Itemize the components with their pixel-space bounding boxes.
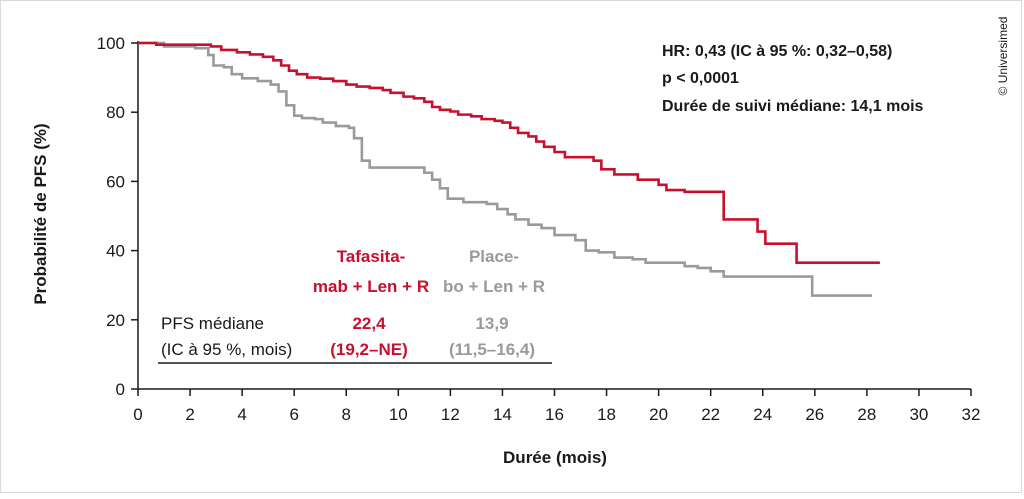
- x-tick-label: 10: [389, 405, 408, 424]
- ci-tafasitamab: (19,2–NE): [330, 340, 407, 359]
- x-tick-label: 8: [342, 405, 351, 424]
- median-placebo: 13,9: [475, 314, 508, 333]
- x-tick-label: 2: [185, 405, 194, 424]
- series-label-tafasitamab-line1: Tafasita-: [337, 247, 406, 266]
- x-tick-label: 18: [597, 405, 616, 424]
- ci-placebo: (11,5–16,4): [449, 340, 535, 359]
- x-tick-label: 24: [753, 405, 772, 424]
- y-tick-label: 80: [106, 103, 125, 122]
- median-tafasitamab: 22,4: [352, 314, 386, 333]
- km-curve-tafasitamab: [138, 41, 880, 265]
- x-tick-label: 22: [701, 405, 720, 424]
- table-row-label-1: PFS médiane: [161, 314, 264, 333]
- y-tick-label: 100: [97, 34, 125, 53]
- p-value: p < 0,0001: [662, 70, 739, 87]
- x-axis-title: Durée (mois): [503, 448, 607, 467]
- table-row-label-2: (IC à 95 %, mois): [161, 340, 292, 359]
- y-tick-label: 0: [116, 380, 125, 399]
- y-axis-title: Probabilité de PFS (%): [31, 123, 50, 304]
- x-tick-label: 12: [441, 405, 460, 424]
- y-tick-label: 20: [106, 311, 125, 330]
- x-tick-label: 28: [857, 405, 876, 424]
- y-tick-label: 60: [106, 172, 125, 191]
- x-tick-label: 0: [133, 405, 142, 424]
- x-tick-label: 6: [289, 405, 298, 424]
- km-curve-placebo: [138, 41, 873, 297]
- x-tick-label: 32: [962, 405, 981, 424]
- y-tick-label: 40: [106, 242, 125, 261]
- series-label-tafasitamab-line2: mab + Len + R: [313, 277, 429, 296]
- series-label-placebo-line1: Place-: [469, 247, 519, 266]
- x-tick-label: 16: [545, 405, 564, 424]
- x-tick-label: 14: [493, 405, 512, 424]
- copyright-text: © Universimed: [996, 17, 1010, 96]
- series-label-placebo-line2: bo + Len + R: [443, 277, 545, 296]
- hazard-ratio: HR: 0,43 (IC à 95 %: 0,32–0,58): [662, 43, 892, 60]
- x-tick-label: 4: [237, 405, 246, 424]
- x-tick-label: 20: [649, 405, 668, 424]
- median-followup: Durée de suivi médiane: 14,1 mois: [662, 98, 924, 115]
- x-tick-label: 30: [909, 405, 928, 424]
- x-tick-label: 26: [805, 405, 824, 424]
